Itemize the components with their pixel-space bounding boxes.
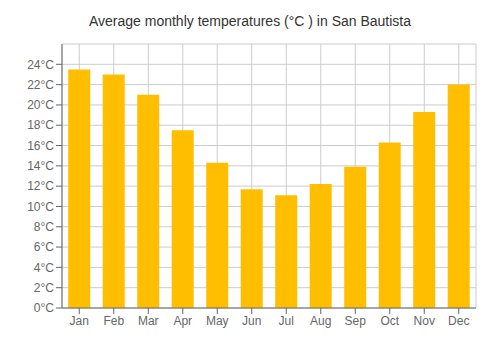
svg-text:Jun: Jun	[242, 314, 261, 328]
svg-text:Apr: Apr	[173, 314, 192, 328]
svg-text:Sep: Sep	[345, 314, 367, 328]
svg-text:Oct: Oct	[380, 314, 399, 328]
svg-text:Jan: Jan	[70, 314, 89, 328]
svg-text:18°C: 18°C	[27, 118, 54, 132]
svg-text:Jul: Jul	[279, 314, 294, 328]
html-text:Average monthly temperatures (: Average monthly temperatures (°C ) in Sa…	[89, 13, 411, 29]
svg-text:14°C: 14°C	[27, 159, 54, 173]
svg-text:4°C: 4°C	[34, 261, 54, 275]
svg-text:8°C: 8°C	[34, 220, 54, 234]
svg-text:Aug: Aug	[310, 314, 331, 328]
svg-text:Nov: Nov	[414, 314, 435, 328]
svg-text:24°C: 24°C	[27, 58, 54, 72]
svg-text:6°C: 6°C	[34, 240, 54, 254]
svg-text:Feb: Feb	[103, 314, 124, 328]
svg-text:Mar: Mar	[138, 314, 159, 328]
svg-text:2°C: 2°C	[34, 281, 54, 295]
svg-text:10°C: 10°C	[27, 200, 54, 214]
svg-text:12°C: 12°C	[27, 179, 54, 193]
svg-text:May: May	[206, 314, 229, 328]
svg-text:0°C: 0°C	[34, 301, 54, 315]
svg-text:Dec: Dec	[448, 314, 469, 328]
svg-text:16°C: 16°C	[27, 139, 54, 153]
svg-text:22°C: 22°C	[27, 78, 54, 92]
svg-text:20°C: 20°C	[27, 98, 54, 112]
